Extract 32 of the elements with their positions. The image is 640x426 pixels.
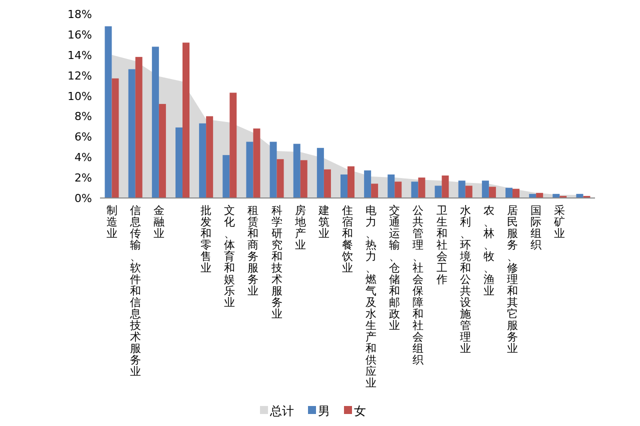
legend-label: 男: [318, 404, 330, 418]
category-label: 科学研究和技术服务业: [271, 204, 282, 320]
legend-label: 女: [354, 404, 366, 418]
x-tick-label: 住宿和餐饮业: [341, 204, 353, 274]
y-tick-label: 8%: [74, 110, 92, 124]
y-tick-label: 2%: [74, 172, 92, 185]
x-tick-label: 制造业: [106, 204, 118, 240]
category-label: 文化、体育和娱乐业: [224, 204, 236, 309]
x-tick-label: 金融业: [153, 204, 164, 240]
x-tick-label: 农、林、牧、渔业: [482, 204, 494, 298]
category-label: 电力、热力、燃气及水生产和供应业: [366, 204, 377, 390]
legend-label: 总计: [269, 404, 294, 418]
category-label: 信息传输、软件和信息技术服务业: [130, 204, 141, 378]
x-tick-label: 国际组织: [530, 204, 542, 252]
x-tick-label: 房地产业: [294, 204, 306, 252]
y-tick-label: 0%: [74, 192, 92, 205]
x-tick-label: 建筑业: [317, 204, 330, 240]
x-tick-label: 卫生和社会工作: [435, 204, 448, 286]
category-label: 公共管理、社会保障和社会组织: [412, 204, 424, 366]
x-tick-label: 采矿业: [553, 204, 566, 240]
y-tick-label: 4%: [74, 151, 92, 164]
y-tick-label: 6%: [74, 130, 92, 144]
y-tick-label: 12%: [68, 69, 92, 82]
y-tick-label: 10%: [68, 90, 92, 103]
y-tick-label: 16%: [68, 28, 92, 42]
category-label: 交通运输、仓储和邮政业: [389, 204, 400, 332]
category-label: 居民服务、修理和其它服务业: [507, 204, 518, 355]
x-tick-label: 批发和零售业: [200, 204, 212, 274]
y-tick-label: 14%: [68, 48, 92, 62]
y-tick-label: 18%: [68, 8, 92, 21]
category-label: 水利、环境和公共设施管理业: [460, 204, 471, 355]
x-tick-label: 租赁和商务服务业: [248, 204, 259, 298]
